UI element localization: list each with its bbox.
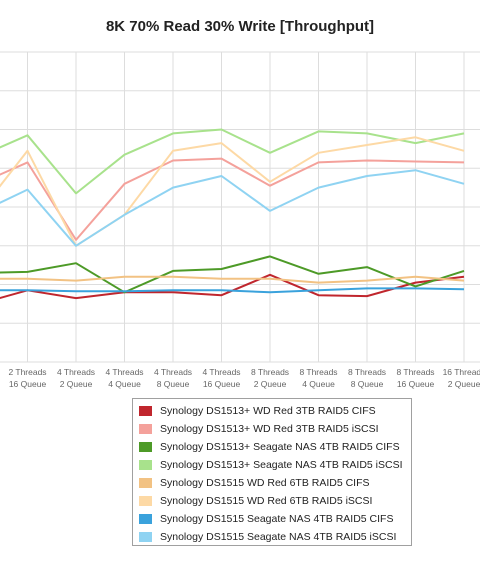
legend-item: Synology DS1513+ WD Red 3TB RAID5 CIFS	[133, 402, 411, 420]
legend-item: Synology DS1515 WD Red 6TB RAID5 CIFS	[133, 474, 411, 492]
legend-label: Synology DS1513+ Seagate NAS 4TB RAID5 i…	[160, 459, 403, 471]
series-line	[0, 287, 465, 294]
legend-item: Synology DS1515 Seagate NAS 4TB RAID5 CI…	[133, 510, 411, 528]
series-line	[0, 169, 465, 247]
x-tick-label: 8 Threads 8 Queue	[348, 367, 386, 389]
legend-label: Synology DS1513+ Seagate NAS 4TB RAID5 C…	[160, 441, 400, 453]
legend-swatch	[139, 532, 152, 542]
series-line	[0, 255, 465, 294]
x-tick-label: 4 Threads 16 Queue	[202, 367, 240, 389]
legend-item: Synology DS1515 Seagate NAS 4TB RAID5 iS…	[133, 528, 411, 546]
legend-label: Synology DS1513+ WD Red 3TB RAID5 iSCSI	[160, 423, 379, 435]
legend: Synology DS1513+ WD Red 3TB RAID5 CIFS Sy…	[132, 398, 412, 546]
legend-label: Synology DS1515 WD Red 6TB RAID5 CIFS	[160, 477, 370, 489]
legend-item: Synology DS1513+ WD Red 3TB RAID5 iSCSI	[133, 420, 411, 438]
legend-swatch	[139, 442, 152, 452]
series-line	[0, 136, 465, 247]
series-line	[0, 128, 465, 195]
series-line	[0, 273, 465, 300]
legend-item: Synology DS1513+ Seagate NAS 4TB RAID5 C…	[133, 438, 411, 456]
legend-swatch	[139, 496, 152, 506]
legend-swatch	[139, 406, 152, 416]
legend-swatch	[139, 424, 152, 434]
x-tick-label: 8 Threads 4 Queue	[299, 367, 337, 389]
series-line	[0, 157, 465, 241]
x-tick-label: 4 Threads 8 Queue	[154, 367, 192, 389]
legend-label: Synology DS1513+ WD Red 3TB RAID5 CIFS	[160, 405, 376, 417]
legend-swatch	[139, 514, 152, 524]
legend-label: Synology DS1515 Seagate NAS 4TB RAID5 iS…	[160, 531, 397, 543]
legend-item: Synology DS1513+ Seagate NAS 4TB RAID5 i…	[133, 456, 411, 474]
x-tick-label: 4 Threads 4 Queue	[105, 367, 143, 389]
legend-swatch	[139, 478, 152, 488]
x-tick-label: 8 Threads 2 Queue	[251, 367, 289, 389]
chart-title: 8K 70% Read 30% Write [Throughput]	[105, 18, 375, 35]
series-line	[0, 275, 465, 284]
gridlines	[0, 51, 480, 363]
x-tick-label: 4 Threads 2 Queue	[57, 367, 95, 389]
legend-label: Synology DS1515 Seagate NAS 4TB RAID5 CI…	[160, 513, 394, 525]
legend-label: Synology DS1515 WD Red 6TB RAID5 iSCSI	[160, 495, 373, 507]
x-tick-label: 2 Threads 16 Queue	[8, 367, 46, 389]
series-lines	[0, 128, 465, 300]
x-tick-label: 8 Threads 16 Queue	[396, 367, 434, 389]
legend-item: Synology DS1515 WD Red 6TB RAID5 iSCSI	[133, 492, 411, 510]
legend-swatch	[139, 460, 152, 470]
